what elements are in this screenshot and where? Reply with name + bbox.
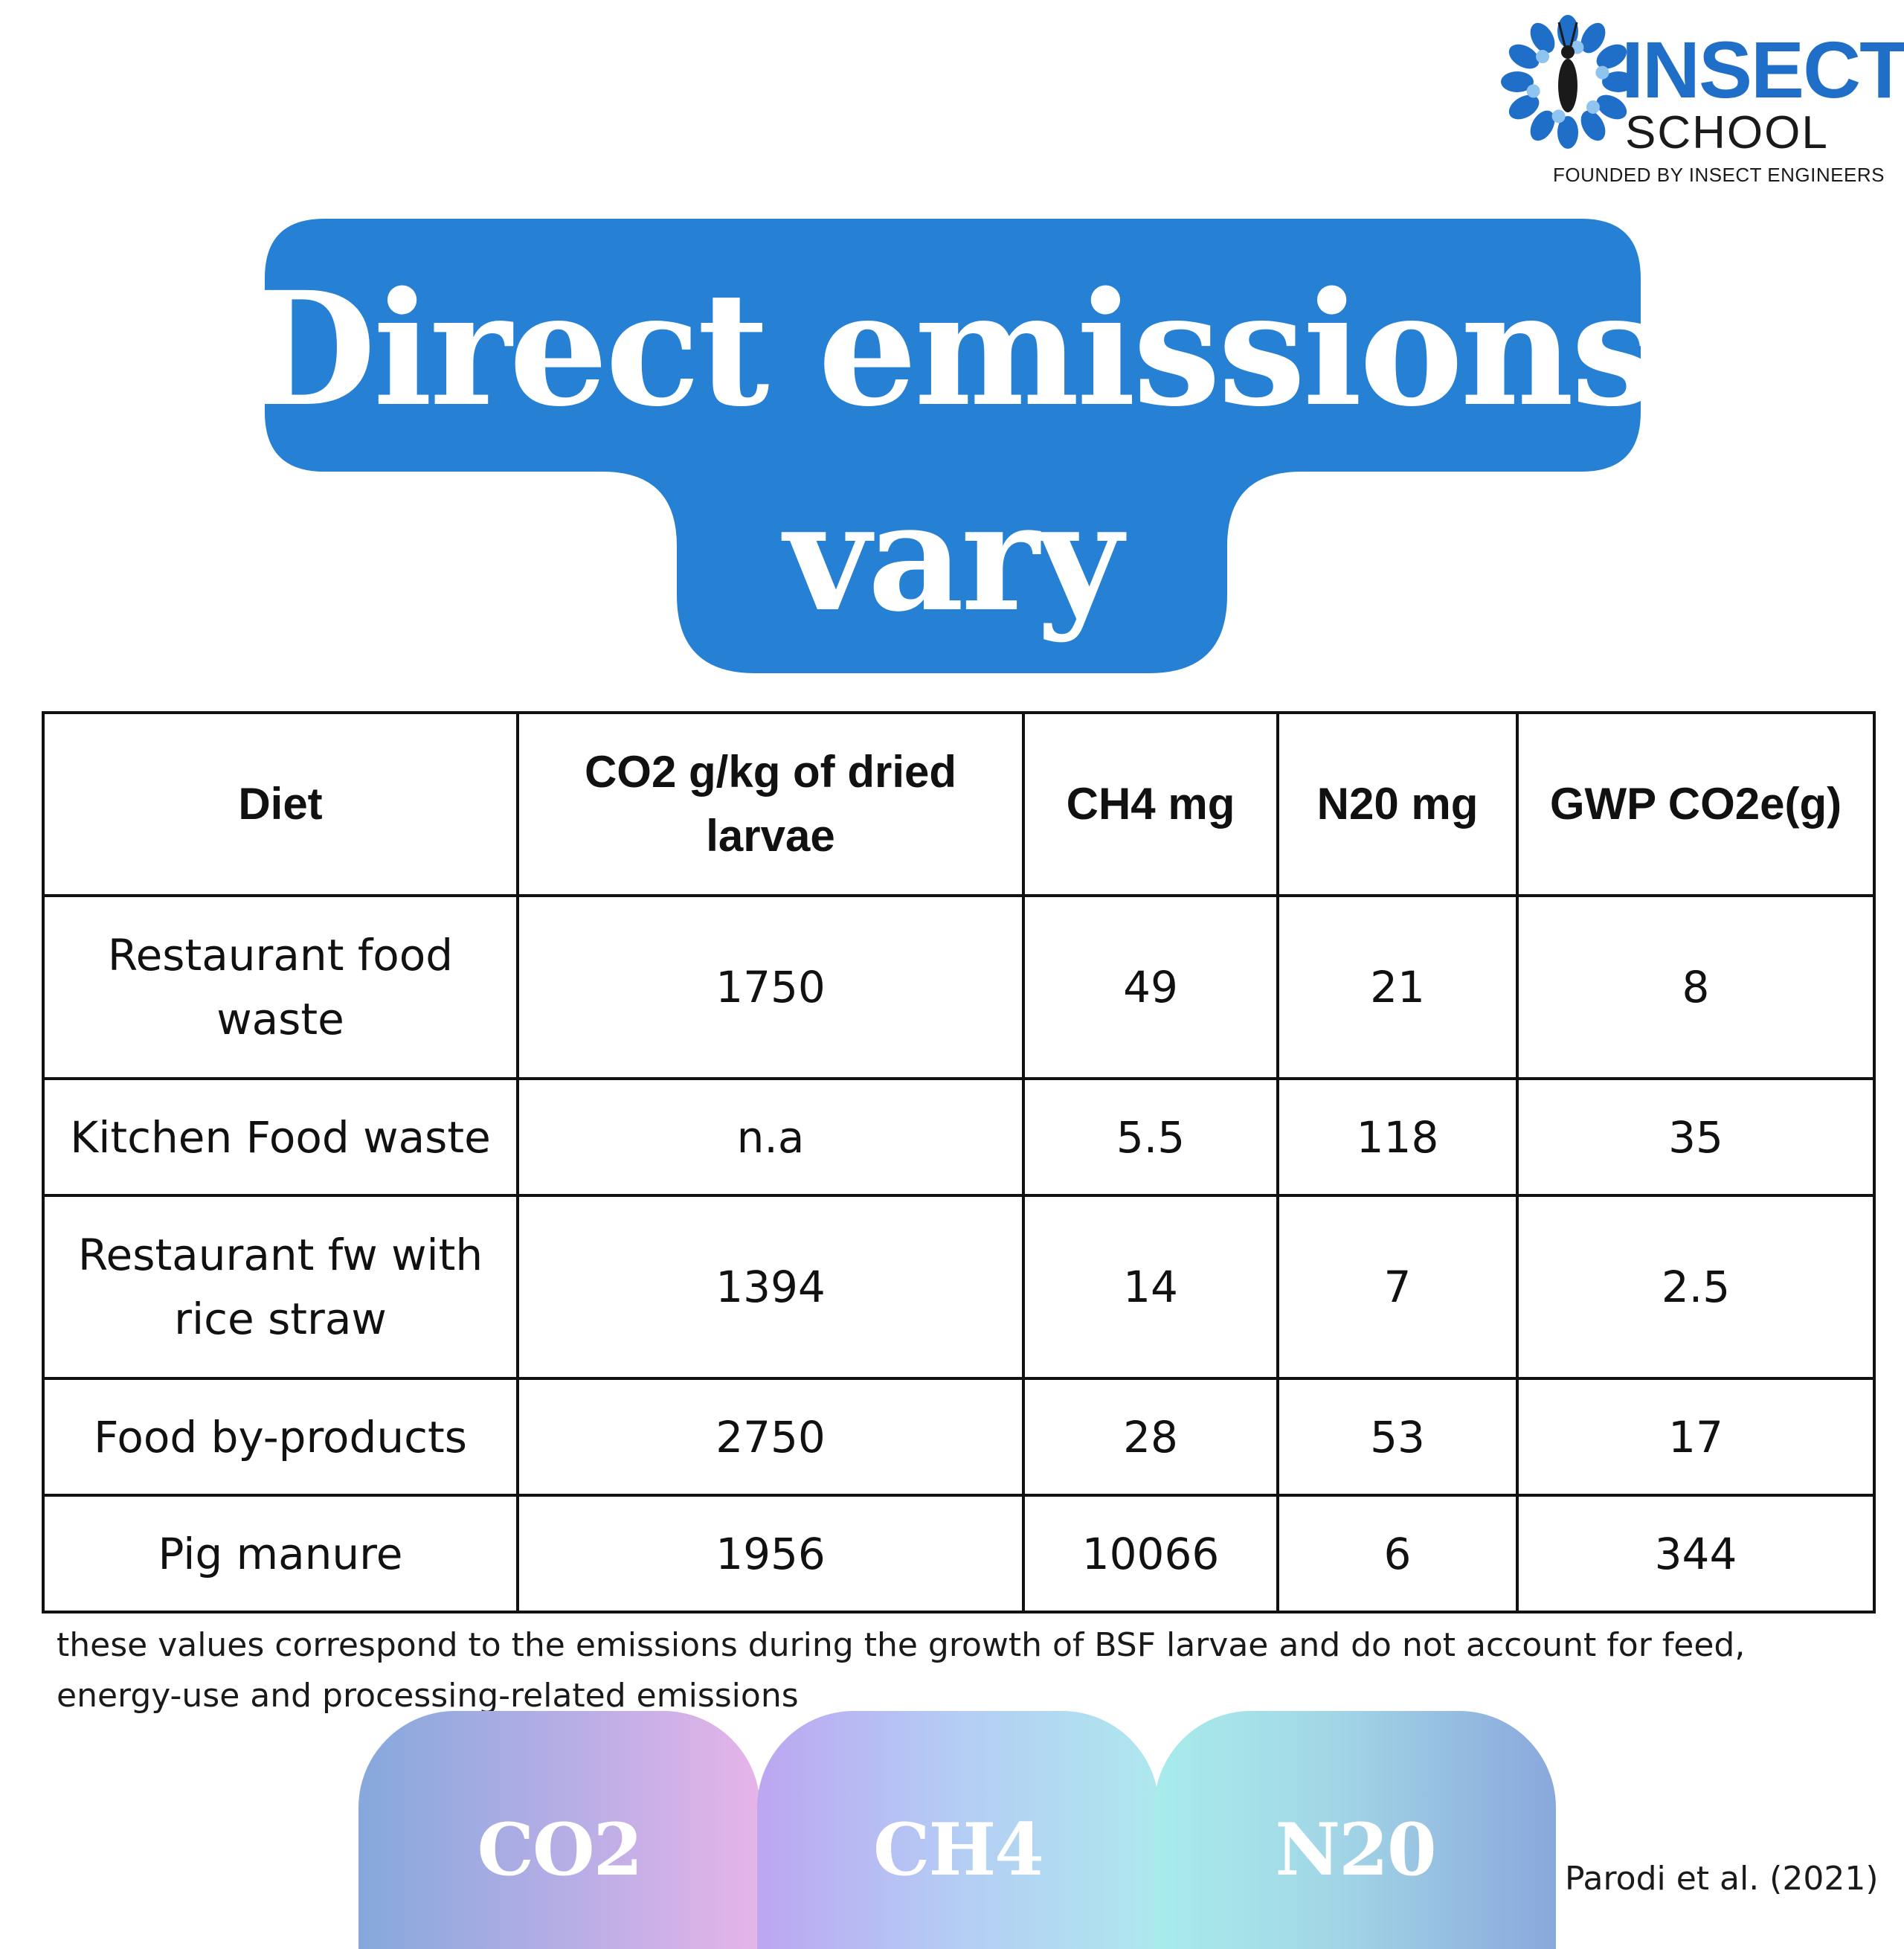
- title-banner: Direct emissions vary: [0, 0, 1904, 684]
- cell-ch4: 5.5: [1022, 1077, 1279, 1197]
- table-header-row: Diet CO2 g/kg of dried larvae CH4 mg N20…: [42, 711, 1876, 897]
- citation: Parodi et al. (2021): [1565, 1860, 1879, 1898]
- gas-label-n2o: N20: [1275, 1808, 1436, 1892]
- title-banner-shape: [265, 219, 1641, 673]
- cell-gwp: 17: [1516, 1377, 1876, 1497]
- table-row: Restaurant fw with rice straw 1394 14 7 …: [42, 1194, 1876, 1380]
- cell-co2: 1394: [516, 1194, 1025, 1380]
- cell-co2: 1956: [516, 1494, 1025, 1614]
- page-title-line-1: Direct emissions: [240, 257, 1659, 441]
- cell-n2o: 53: [1276, 1377, 1519, 1497]
- cell-ch4: 49: [1022, 894, 1279, 1080]
- header-n2o: N20 mg: [1276, 711, 1519, 897]
- cell-diet: Pig manure: [42, 1494, 519, 1614]
- table-row: Pig manure 1956 10066 6 344: [42, 1494, 1876, 1614]
- gas-pill-n2o: N20: [1154, 1711, 1556, 1949]
- header-gwp: GWP CO2e(g): [1516, 711, 1876, 897]
- logo-subtitle: SCHOOL: [1625, 107, 1829, 158]
- table-footnote: these values correspond to the emissions…: [57, 1626, 1746, 1715]
- table-row: Food by-products 2750 28 53 17: [42, 1377, 1876, 1497]
- cell-gwp: 35: [1516, 1077, 1876, 1197]
- page-title-line-2: vary: [784, 470, 1122, 645]
- cell-diet: Restaurant food waste: [42, 894, 519, 1080]
- cell-diet: Kitchen Food waste: [42, 1077, 519, 1197]
- header-diet: Diet: [42, 711, 519, 897]
- logo-wordmark: INSECT: [1621, 25, 1904, 115]
- cell-ch4: 28: [1022, 1377, 1279, 1497]
- cell-diet: Restaurant fw with rice straw: [42, 1194, 519, 1380]
- table-row: Kitchen Food waste n.a 5.5 118 35: [42, 1077, 1876, 1197]
- header-ch4: CH4 mg: [1022, 711, 1279, 897]
- cell-ch4: 14: [1022, 1194, 1279, 1380]
- gas-pill-ch4: CH4: [757, 1711, 1159, 1949]
- insect-flower-icon: [1501, 15, 1635, 149]
- cell-gwp: 344: [1516, 1494, 1876, 1614]
- cell-n2o: 21: [1276, 894, 1519, 1080]
- insect-school-logo: INSECT SCHOOL FOUNDED BY INSECT ENGINEER…: [1488, 0, 1904, 193]
- cell-co2: 2750: [516, 1377, 1025, 1497]
- cell-n2o: 6: [1276, 1494, 1519, 1614]
- cell-co2: 1750: [516, 894, 1025, 1080]
- gas-label-ch4: CH4: [873, 1808, 1044, 1892]
- cell-gwp: 2.5: [1516, 1194, 1876, 1380]
- logo-tagline: FOUNDED BY INSECT ENGINEERS: [1553, 164, 1885, 186]
- cell-ch4: 10066: [1022, 1494, 1279, 1614]
- cell-gwp: 8: [1516, 894, 1876, 1080]
- header-co2: CO2 g/kg of dried larvae: [516, 711, 1025, 897]
- gas-label-co2: CO2: [477, 1808, 643, 1892]
- cell-co2: n.a: [516, 1077, 1025, 1197]
- table-row: Restaurant food waste 1750 49 21 8: [42, 894, 1876, 1080]
- gas-pill-co2: CO2: [358, 1711, 760, 1949]
- cell-n2o: 118: [1276, 1077, 1519, 1197]
- emissions-table: Diet CO2 g/kg of dried larvae CH4 mg N20…: [42, 711, 1876, 1614]
- cell-diet: Food by-products: [42, 1377, 519, 1497]
- cell-n2o: 7: [1276, 1194, 1519, 1380]
